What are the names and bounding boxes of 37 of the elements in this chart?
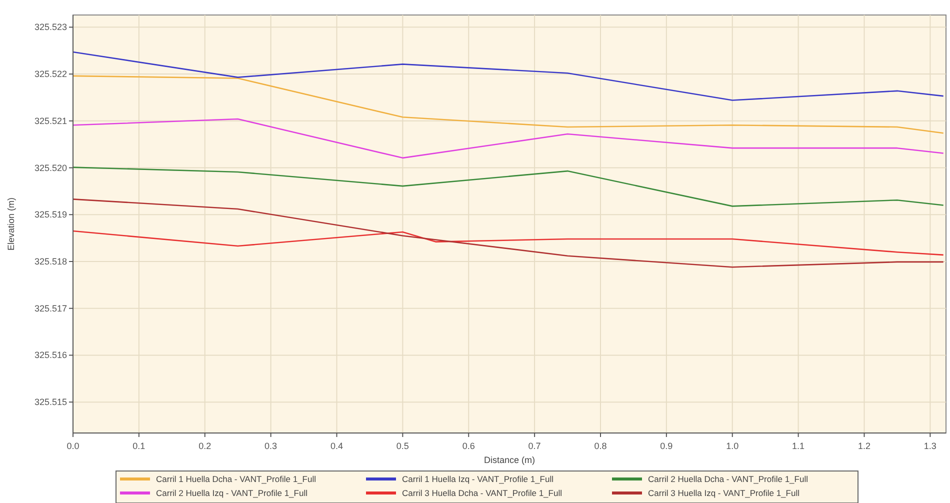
x-tick-label: 0.1 (132, 441, 146, 451)
legend-label: Carril 3 Huella Izq - VANT_Profile 1_Full (648, 488, 800, 498)
x-tick-label: 1.2 (858, 441, 870, 451)
legend-label: Carril 1 Huella Dcha - VANT_Profile 1_Full (156, 474, 316, 484)
line-series (72, 118, 944, 159)
y-tick-label: 325.519 (34, 210, 67, 220)
y-tick-label: 325.516 (34, 350, 67, 360)
y-tick-label: 325.523 (34, 22, 67, 32)
y-tick-label: 325.521 (34, 116, 67, 126)
legend-label: Carril 1 Huella Izq - VANT_Profile 1_Full (402, 474, 554, 484)
x-tick-label: 0.0 (66, 441, 80, 451)
y-tick-label: 325.518 (34, 256, 67, 266)
x-tick-label: 0.8 (594, 441, 607, 451)
line-series (72, 51, 944, 101)
x-tick-label: 0.7 (528, 441, 541, 451)
x-tick-label: 0.2 (198, 441, 212, 451)
x-tick-label: 0.6 (462, 441, 475, 451)
x-tick-label: 0.3 (264, 441, 278, 451)
legend-label: Carril 2 Huella Dcha - VANT_Profile 1_Full (648, 474, 808, 484)
x-axis-title: Distance (m) (484, 455, 536, 465)
legend-label: Carril 3 Huella Dcha - VANT_Profile 1_Full (402, 488, 562, 498)
y-tick-label: 325.517 (34, 303, 67, 314)
x-tick-label: 1.1 (792, 441, 805, 451)
line-series (72, 166, 944, 207)
y-tick-label: 325.520 (34, 162, 67, 173)
x-tick-label: 0.9 (660, 441, 673, 451)
y-tick-label: 325.522 (34, 69, 67, 80)
line-series (72, 198, 944, 268)
x-tick-label: 1.3 (924, 441, 936, 451)
x-tick-label: 0.4 (330, 441, 344, 451)
legend-label: Carril 2 Huella Izq - VANT_Profile 1_Full (156, 488, 308, 498)
line-series (72, 75, 944, 134)
x-tick-label: 1.0 (726, 441, 739, 451)
y-axis-title: Elevation (m) (6, 197, 16, 251)
x-tick-label: 0.5 (396, 441, 409, 451)
y-tick-label: 325.515 (34, 397, 67, 408)
line-series (72, 230, 944, 256)
